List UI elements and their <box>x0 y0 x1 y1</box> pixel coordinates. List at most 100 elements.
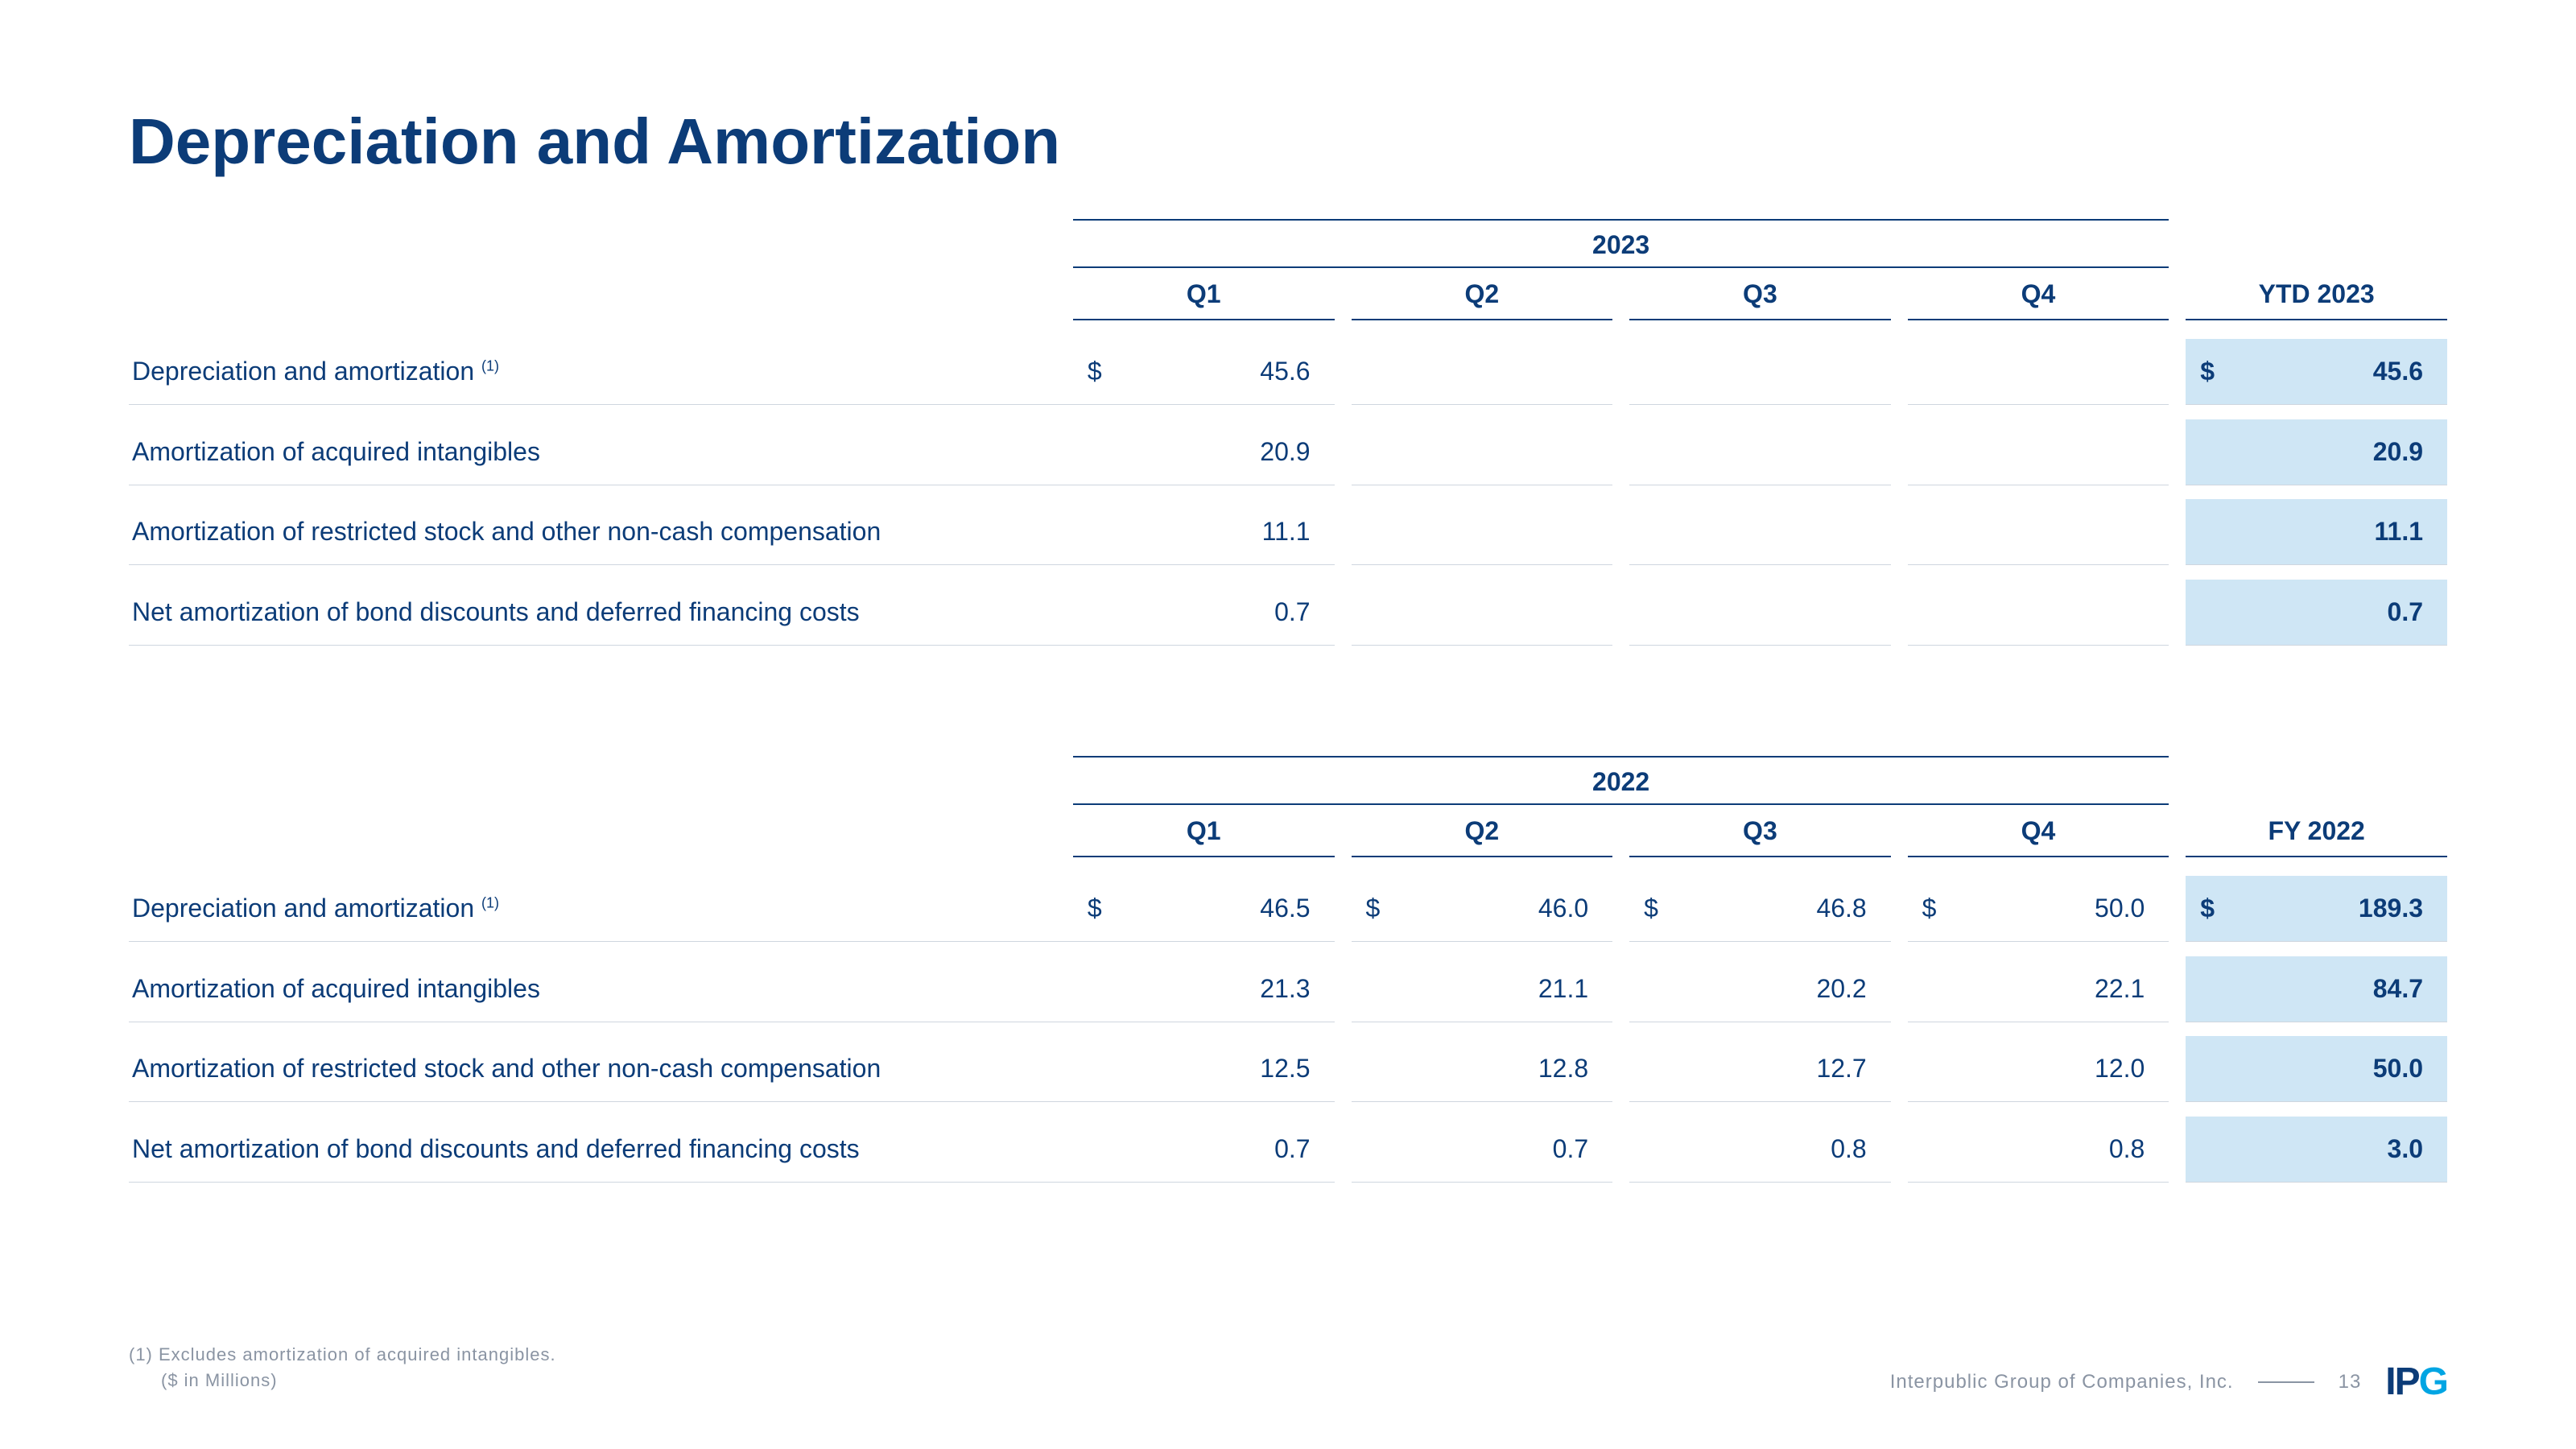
year-header-row: 2022 <box>129 757 2447 804</box>
currency-symbol <box>1629 1036 1680 1102</box>
table-row: Amortization of restricted stock and oth… <box>129 1036 2447 1102</box>
row-label: Amortization of restricted stock and oth… <box>129 499 1073 565</box>
currency-symbol: $ <box>2186 339 2236 405</box>
cell-value: 45.6 <box>2236 339 2447 405</box>
currency-symbol: $ <box>2186 876 2236 942</box>
cell-value: 189.3 <box>2236 876 2447 942</box>
cell-value: 20.2 <box>1680 956 1891 1022</box>
currency-symbol <box>2186 1036 2236 1102</box>
currency-symbol: $ <box>1073 876 1124 942</box>
cell-value: 11.1 <box>2236 499 2447 565</box>
cell-value: 22.1 <box>1958 956 2169 1022</box>
cell-value <box>1958 339 2169 405</box>
dash-icon <box>2258 1381 2314 1383</box>
cell-value: 11.1 <box>1124 499 1335 565</box>
currency-symbol <box>2186 419 2236 485</box>
quarter-label: Q1 <box>1073 804 1335 857</box>
footer: (1) Excludes amortization of acquired in… <box>129 1344 2447 1409</box>
currency-symbol <box>1908 580 1959 646</box>
currency-symbol <box>1908 419 1959 485</box>
cell-value <box>1958 580 2169 646</box>
currency-symbol <box>1073 956 1124 1022</box>
data-table: 2022Q1 Q2 Q3 Q4 FY 2022 Depreciation and amor… <box>129 756 2447 1196</box>
cell-value <box>1680 580 1891 646</box>
cell-value: 20.9 <box>1124 419 1335 485</box>
currency-symbol <box>1073 580 1124 646</box>
quarter-label: Q2 <box>1352 804 1613 857</box>
table-row: Amortization of acquired intangibles21.3… <box>129 956 2447 1022</box>
currency-symbol <box>1352 419 1402 485</box>
cell-value: 46.0 <box>1402 876 1612 942</box>
cell-value: 45.6 <box>1124 339 1335 405</box>
quarter-header-row: Q1 Q2 Q3 Q4 FY 2022 <box>129 804 2447 857</box>
cell-value <box>1680 499 1891 565</box>
currency-symbol <box>1352 956 1402 1022</box>
currency-symbol <box>1073 419 1124 485</box>
logo-g: G <box>2419 1360 2447 1403</box>
cell-value: 12.8 <box>1402 1036 1612 1102</box>
currency-symbol <box>1629 419 1680 485</box>
cell-value: 20.9 <box>2236 419 2447 485</box>
cell-value <box>1402 580 1612 646</box>
table-row: Amortization of acquired intangibles 20.9… <box>129 419 2447 485</box>
table-row: Depreciation and amortization (1)$46.5$4… <box>129 876 2447 942</box>
cell-value: 0.7 <box>1402 1117 1612 1183</box>
quarter-label: Q3 <box>1629 804 1891 857</box>
cell-value: 50.0 <box>2236 1036 2447 1102</box>
quarter-header-row: Q1Q2Q3Q4YTD 2023 <box>129 267 2447 320</box>
cell-value: 21.1 <box>1402 956 1612 1022</box>
currency-symbol <box>2186 580 2236 646</box>
cell-value: 21.3 <box>1124 956 1335 1022</box>
slide: Depreciation and Amortization 2023Q1Q2Q3… <box>0 0 2576 1449</box>
currency-symbol <box>1352 499 1402 565</box>
currency-symbol <box>1629 339 1680 405</box>
tables-container: 2023Q1Q2Q3Q4YTD 2023 Depreciation and amo… <box>129 219 2447 1196</box>
cell-value: 46.5 <box>1124 876 1335 942</box>
currency-symbol: $ <box>1629 876 1680 942</box>
currency-symbol <box>1908 956 1959 1022</box>
row-label: Depreciation and amortization (1) <box>129 876 1073 942</box>
cell-value: 50.0 <box>1958 876 2169 942</box>
currency-symbol <box>1629 499 1680 565</box>
cell-value: 0.7 <box>2236 580 2447 646</box>
row-label: Depreciation and amortization (1) <box>129 339 1073 405</box>
company-name: Interpublic Group of Companies, Inc. <box>1890 1371 2234 1393</box>
cell-value <box>1958 419 2169 485</box>
page-number: 13 <box>2339 1371 2362 1393</box>
currency-symbol: $ <box>1908 876 1959 942</box>
cell-value <box>1402 499 1612 565</box>
currency-symbol <box>1352 580 1402 646</box>
cell-value <box>1402 419 1612 485</box>
currency-symbol: $ <box>1073 339 1124 405</box>
quarter-label: Q3 <box>1629 267 1891 320</box>
logo-ip: IP <box>2385 1360 2418 1403</box>
quarter-label: Q1 <box>1073 267 1335 320</box>
cell-value: 12.7 <box>1680 1036 1891 1102</box>
total-label: FY 2022 <box>2186 804 2447 857</box>
year-header-row: 2023 <box>129 220 2447 267</box>
cell-value <box>1402 339 1612 405</box>
quarter-label: Q4 <box>1908 804 2169 857</box>
page-title: Depreciation and Amortization <box>129 105 2447 179</box>
currency-symbol <box>1352 1117 1402 1183</box>
cell-value <box>1958 499 2169 565</box>
currency-symbol: $ <box>1352 876 1402 942</box>
currency-symbol <box>1352 339 1402 405</box>
cell-value: 12.5 <box>1124 1036 1335 1102</box>
currency-symbol <box>1629 580 1680 646</box>
cell-value <box>1680 419 1891 485</box>
cell-value: 0.7 <box>1124 580 1335 646</box>
currency-symbol <box>1352 1036 1402 1102</box>
data-table: 2023Q1Q2Q3Q4YTD 2023 Depreciation and amo… <box>129 219 2447 659</box>
cell-value <box>1680 339 1891 405</box>
currency-symbol <box>1908 499 1959 565</box>
row-label: Amortization of acquired intangibles <box>129 419 1073 485</box>
table-row: Amortization of restricted stock and oth… <box>129 499 2447 565</box>
cell-value: 84.7 <box>2236 956 2447 1022</box>
cell-value: 0.8 <box>1958 1117 2169 1183</box>
currency-symbol <box>1073 1036 1124 1102</box>
year-label: 2022 <box>1073 757 2169 804</box>
currency-symbol <box>1908 1117 1959 1183</box>
row-label: Amortization of restricted stock and oth… <box>129 1036 1073 1102</box>
currency-symbol <box>1629 1117 1680 1183</box>
